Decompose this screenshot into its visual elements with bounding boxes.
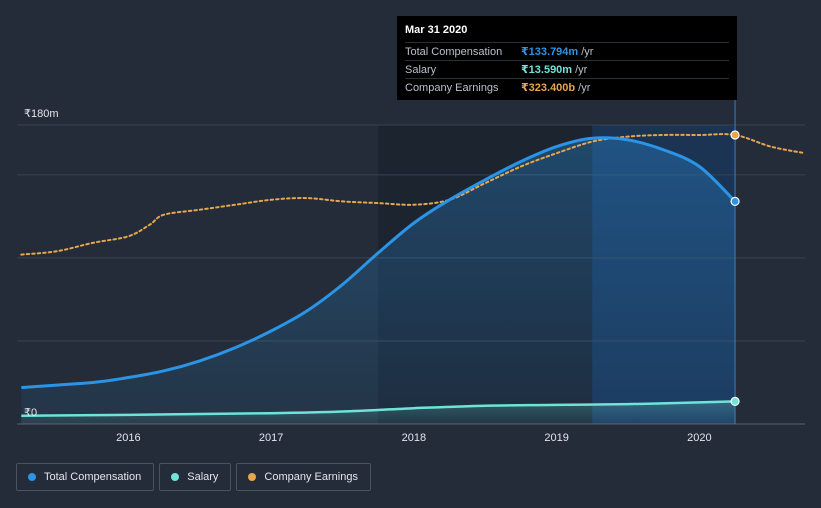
legend-dot-icon	[28, 473, 36, 481]
tooltip-row-unit: /yr	[578, 81, 591, 94]
salary-area	[21, 401, 736, 424]
company-earnings-line	[20, 133, 806, 256]
legend-item-total-compensation[interactable]: Total Compensation	[16, 463, 155, 491]
legend-label: Salary	[187, 471, 219, 483]
tooltip-row-value: ₹323.400b	[521, 82, 576, 94]
company-earnings-marker	[730, 130, 740, 140]
tooltip-row-salary: Salary ₹13.590m /yr	[405, 60, 729, 78]
total-compensation-area	[21, 137, 736, 424]
total-compensation-line	[21, 136, 737, 389]
x-tick-label: 2018	[402, 432, 426, 444]
legend-dot-icon	[248, 473, 257, 481]
legend-item-salary[interactable]: Salary	[159, 463, 232, 491]
legend-dot-icon	[171, 473, 180, 481]
x-tick-label: 2016	[116, 432, 140, 444]
chart-legend: Total Compensation Salary Company Earnin…	[16, 463, 371, 491]
tooltip-row-value: ₹13.590m	[521, 64, 573, 76]
compensation-chart: 2016 2017 2018 2019 2020 ₹0 ₹180m	[17, 100, 806, 444]
tooltip-row-label: Total Compensation	[405, 45, 503, 58]
legend-item-company-earnings[interactable]: Company Earnings	[236, 463, 371, 491]
tooltip-row-value: ₹133.794m	[521, 46, 579, 58]
total-compensation-marker	[730, 196, 740, 207]
x-tick-label: 2017	[259, 432, 283, 444]
tooltip-row-unit: /yr	[575, 63, 588, 76]
tooltip-row-unit: /yr	[581, 45, 594, 58]
hover-tooltip: Mar 31 2020 Total Compensation ₹133.794m…	[397, 16, 737, 100]
tooltip-row-label: Company Earnings	[405, 81, 499, 94]
legend-label: Total Compensation	[44, 471, 142, 483]
salary-line	[21, 400, 736, 417]
tooltip-row-label: Salary	[405, 63, 437, 76]
y-tick-label: ₹180m	[24, 108, 59, 120]
y-tick-label: ₹0	[24, 407, 37, 419]
salary-marker	[730, 396, 740, 407]
legend-label: Company Earnings	[264, 471, 358, 483]
tooltip-row-company-earnings: Company Earnings ₹323.400b /yr	[405, 78, 729, 96]
tooltip-date: Mar 31 2020	[405, 24, 468, 36]
x-tick-label: 2019	[544, 432, 568, 444]
x-tick-label: 2020	[687, 432, 711, 444]
tooltip-row-total-compensation: Total Compensation ₹133.794m /yr	[405, 42, 729, 60]
